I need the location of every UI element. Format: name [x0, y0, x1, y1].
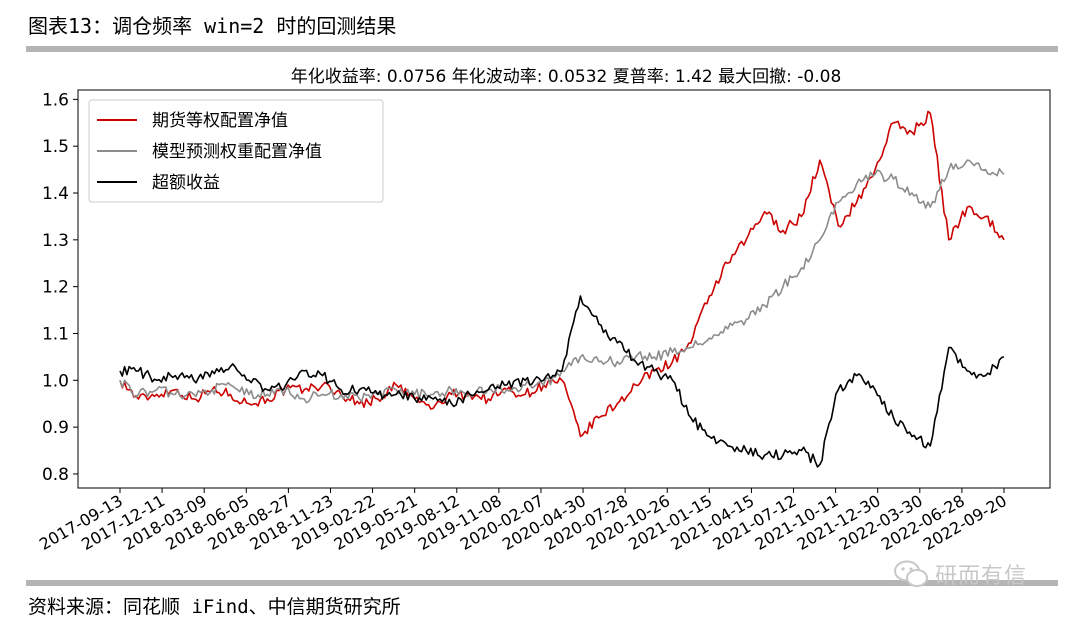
- y-tick-label: 0.8: [42, 465, 69, 485]
- x-axis: 2017-09-132017-12-112018-03-092018-06-05…: [36, 488, 1010, 554]
- source-note: 资料来源：同花顺 iFind、中信期货研究所: [28, 596, 401, 618]
- y-tick-label: 1.0: [42, 371, 69, 391]
- y-tick-label: 1.1: [42, 324, 69, 344]
- series-line: [119, 110, 1005, 438]
- bottom-rule: [26, 580, 1058, 586]
- legend-label: 模型预测权重配置净值: [152, 142, 322, 162]
- y-tick-label: 1.5: [42, 137, 69, 157]
- chart-title: 年化收益率: 0.0756 年化波动率: 0.0532 夏普率: 1.42 最大…: [291, 67, 842, 87]
- figure-heading: 图表13：调仓频率 win=2 时的回测结果: [28, 14, 397, 38]
- y-tick-label: 0.9: [42, 418, 69, 438]
- series-lines: [119, 110, 1005, 468]
- top-rule: [26, 46, 1058, 52]
- watermark: 研而有信: [893, 558, 1027, 590]
- legend-box: [88, 99, 384, 203]
- y-tick-label: 1.3: [42, 231, 69, 251]
- legend-label: 期货等权配置净值: [152, 111, 288, 131]
- series-line: [119, 295, 1005, 468]
- plot-frame: [77, 89, 1051, 489]
- y-tick-label: 1.6: [42, 90, 69, 110]
- y-axis: 0.8 0.9 1.0 1.1 1.2 1.3 1.4 1.5 1.6: [42, 90, 78, 485]
- watermark-text: 研而有信: [935, 564, 1028, 589]
- y-tick-label: 1.4: [42, 184, 69, 204]
- legend-label: 超额收益: [152, 173, 220, 193]
- wechat-icon: [894, 560, 928, 587]
- y-tick-label: 1.2: [42, 278, 69, 298]
